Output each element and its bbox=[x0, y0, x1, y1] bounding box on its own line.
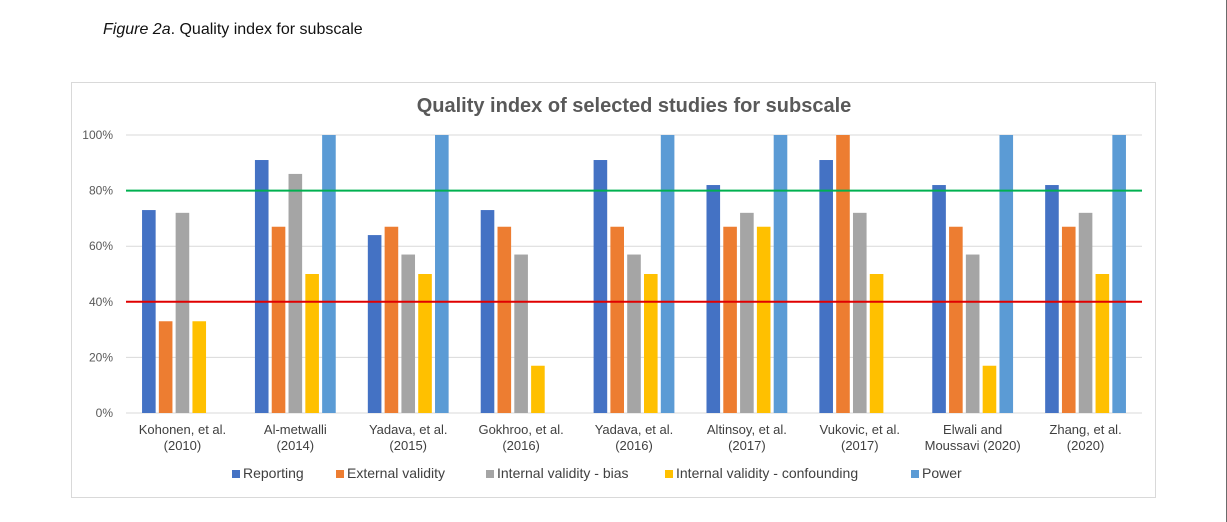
x-tick-label: Yadava, et al. bbox=[369, 422, 448, 437]
bar bbox=[949, 226, 963, 413]
y-tick-label: 20% bbox=[89, 350, 113, 364]
bar bbox=[401, 254, 416, 413]
bar bbox=[869, 274, 884, 413]
x-tick-label: Zhang, et al. bbox=[1049, 422, 1121, 437]
legend-label: Internal validity - confounding bbox=[676, 465, 858, 481]
x-tick-label: (2017) bbox=[841, 438, 879, 453]
bar bbox=[852, 212, 867, 413]
y-tick-label: 0% bbox=[96, 406, 114, 420]
legend-swatch bbox=[232, 470, 240, 478]
bar bbox=[740, 212, 754, 413]
chart-frame: Quality index of selected studies for su… bbox=[71, 82, 1156, 498]
x-tick-label: Al-metwalli bbox=[264, 422, 327, 437]
x-tick-label: (2014) bbox=[277, 438, 315, 453]
x-tick-label: (2010) bbox=[164, 438, 202, 453]
bar bbox=[192, 321, 207, 413]
bar bbox=[531, 365, 545, 413]
bar bbox=[1112, 135, 1126, 413]
bar bbox=[819, 160, 833, 413]
y-tick-label: 80% bbox=[89, 184, 113, 198]
legend-swatch bbox=[486, 470, 494, 478]
bar bbox=[497, 226, 512, 413]
y-tick-label: 60% bbox=[89, 239, 113, 253]
x-tick-label: Yadava, et al. bbox=[595, 422, 674, 437]
bar bbox=[175, 212, 190, 413]
bar bbox=[982, 365, 997, 413]
bar bbox=[418, 274, 432, 413]
bar bbox=[593, 160, 608, 413]
bar-chart: Quality index of selected studies for su… bbox=[82, 95, 1142, 481]
bar bbox=[1078, 212, 1093, 413]
bar bbox=[384, 226, 399, 413]
bar bbox=[514, 254, 528, 413]
bar bbox=[322, 135, 336, 413]
bar bbox=[644, 274, 658, 413]
legend-swatch bbox=[336, 470, 344, 478]
bar bbox=[610, 226, 624, 413]
bar bbox=[932, 185, 946, 413]
bar bbox=[435, 135, 449, 413]
x-tick-label: Vukovic, et al. bbox=[820, 422, 900, 437]
bar bbox=[965, 254, 980, 413]
bar bbox=[706, 185, 721, 413]
x-tick-label: Kohonen, et al. bbox=[139, 422, 226, 437]
bar bbox=[999, 135, 1014, 413]
x-tick-label: (2017) bbox=[728, 438, 766, 453]
bar bbox=[305, 274, 319, 413]
x-tick-label: (2016) bbox=[615, 438, 653, 453]
x-tick-label: Moussavi (2020) bbox=[925, 438, 1021, 453]
legend-swatch bbox=[665, 470, 673, 478]
bar bbox=[271, 226, 286, 413]
bar bbox=[756, 226, 771, 413]
legend-label: Internal validity - bias bbox=[497, 465, 629, 481]
x-tick-label: Altinsoy, et al. bbox=[707, 422, 787, 437]
figure-caption-text: . Quality index for subscale bbox=[170, 21, 363, 38]
bar bbox=[723, 226, 737, 413]
y-tick-label: 100% bbox=[82, 128, 113, 142]
bar bbox=[1045, 185, 1059, 413]
bar bbox=[288, 173, 303, 413]
x-tick-label: Gokhroo, et al. bbox=[478, 422, 563, 437]
bar bbox=[1061, 226, 1076, 413]
x-tick-label: (2015) bbox=[389, 438, 427, 453]
figure-label: Figure 2a bbox=[103, 21, 171, 38]
bar bbox=[836, 135, 850, 413]
bar bbox=[367, 235, 382, 413]
x-tick-label: (2020) bbox=[1067, 438, 1105, 453]
bar bbox=[773, 135, 788, 413]
chart-title: Quality index of selected studies for su… bbox=[417, 95, 852, 117]
figure-caption: Figure 2a. Quality index for subscale bbox=[103, 21, 363, 39]
x-tick-label: Elwali and bbox=[943, 422, 1002, 437]
bar bbox=[480, 210, 495, 413]
legend-label: Reporting bbox=[243, 465, 304, 481]
x-tick-label: (2016) bbox=[502, 438, 540, 453]
bar bbox=[142, 210, 156, 413]
legend-label: Power bbox=[922, 465, 962, 481]
bar bbox=[1095, 274, 1110, 413]
y-tick-label: 40% bbox=[89, 295, 113, 309]
bar bbox=[660, 135, 675, 413]
legend-swatch bbox=[911, 470, 919, 478]
legend-label: External validity bbox=[347, 465, 445, 481]
bar bbox=[627, 254, 641, 413]
bar bbox=[158, 321, 173, 413]
bar bbox=[254, 160, 269, 413]
